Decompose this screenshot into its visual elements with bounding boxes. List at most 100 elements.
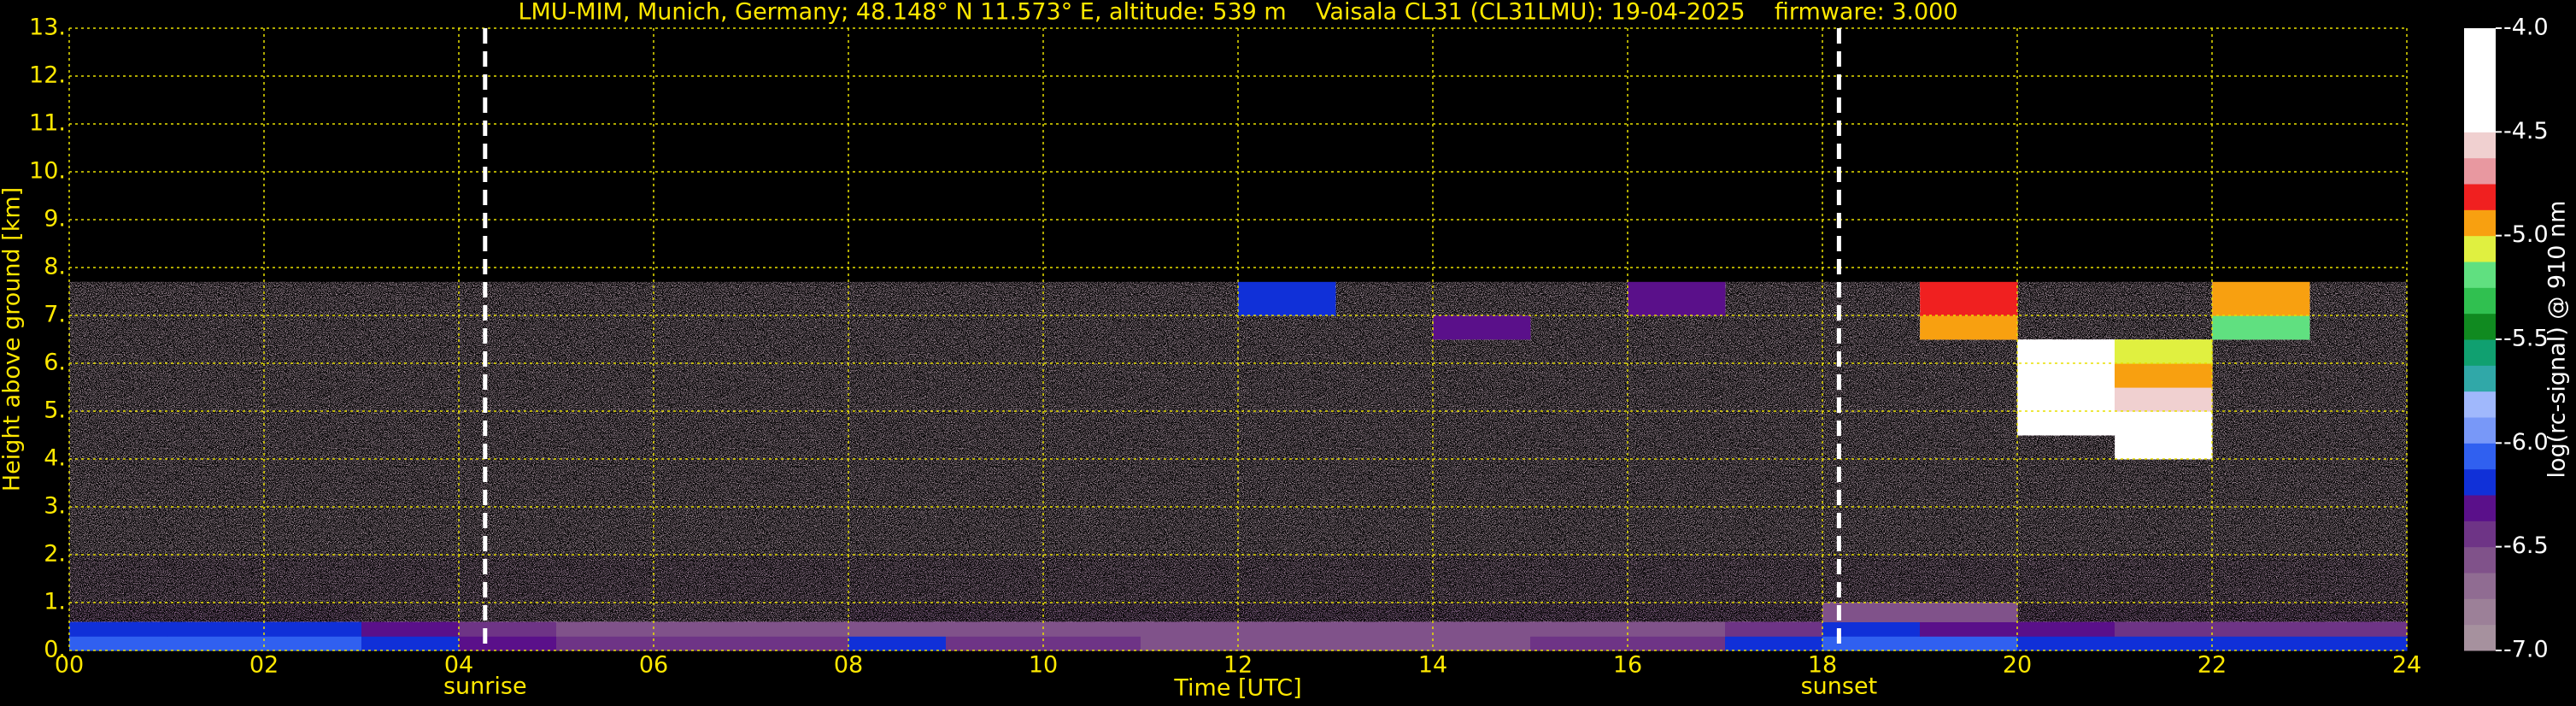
x-axis-label: Time [UTC] [1173,675,1301,702]
heatmap-cell [654,281,752,316]
heatmap-cell [2115,315,2213,340]
heatmap-cell [1238,387,1336,412]
heatmap-cell [2115,555,2213,603]
heatmap-cell [848,435,947,460]
heatmap-cell [2212,339,2310,364]
heatmap-cell [361,636,460,651]
heatmap-cell [1043,459,1141,508]
heatmap-cell [654,555,752,603]
y-tick-label: 0. [44,637,66,663]
heatmap-cell [69,555,167,603]
heatmap-cell [1433,459,1531,508]
heatmap-cell [556,621,654,637]
x-tick-label: 10 [1029,652,1058,679]
heatmap-cell [1238,636,1336,651]
heatmap-cell [2115,411,2213,436]
heatmap-cell [1335,363,1434,388]
heatmap-cell [556,315,654,340]
heatmap-cell [167,507,265,556]
heatmap-cell [1920,281,2018,316]
heatmap-cell [1920,387,2018,412]
heatmap-cell [459,411,557,436]
heatmap-cell [459,435,557,460]
heatmap-cell [1628,621,1726,637]
heatmap-cell [1920,636,2018,651]
heatmap-cell [1628,459,1726,508]
heatmap-cell [1433,315,1531,340]
heatmap-cell [1043,363,1141,388]
heatmap-cell [1628,435,1726,460]
y-tick-label: 9. [44,206,66,232]
heatmap-cell [2212,315,2310,340]
heatmap-cell [167,281,265,316]
heatmap-cell [1725,555,1823,603]
colorbar-segment [2464,417,2496,444]
colorbar-segment [2464,235,2496,262]
heatmap-cell [1725,339,1823,364]
heatmap-cell [1335,315,1434,340]
heatmap-cell [264,281,362,316]
heatmap-cell [946,603,1044,622]
colorbar-segment [2464,339,2496,366]
heatmap-cell [2115,363,2213,388]
heatmap-cell [751,281,849,316]
heatmap-cell [2309,387,2408,412]
colorbar-segment [2464,468,2496,496]
heatmap-cell [751,636,849,651]
marker-label: sunset [1801,674,1878,700]
heatmap-cell [654,621,752,637]
colorbar-segment [2464,391,2496,418]
colorbar-tick-label: -5.0 [2503,221,2549,248]
heatmap-noise [69,281,2408,622]
heatmap-cell [264,603,362,622]
heatmap-cell [2212,363,2310,388]
heatmap-cell [2212,459,2310,508]
heatmap-cell [1141,603,1239,622]
colorbar-tick-label: -5.5 [2503,326,2549,352]
heatmap-cell [751,411,849,436]
heatmap-cell [1530,281,1628,316]
heatmap-cell [459,621,557,637]
heatmap-cell [1335,459,1434,508]
heatmap-cell [459,636,557,651]
heatmap-cell [459,281,557,316]
x-tick-label: 18 [1808,652,1837,679]
heatmap-cell [264,555,362,603]
colorbar-segment [2464,443,2496,470]
heatmap-cell [1725,411,1823,436]
heatmap-cell [1335,603,1434,622]
heatmap-cell [361,363,460,388]
colorbar-tick-label: -4.5 [2503,118,2549,144]
y-tick-label: 2. [44,541,66,568]
heatmap-cell [2017,411,2115,436]
colorbar-tick-label: -6.0 [2503,429,2549,456]
heatmap-cell [2017,387,2115,412]
heatmap-cell [1628,411,1726,436]
heatmap-cell [1043,435,1141,460]
heatmap-cell [1725,281,1823,316]
heatmap-cell [556,435,654,460]
heatmap-cell [1335,339,1434,364]
heatmap-cell [1141,281,1239,316]
heatmap-cell [167,315,265,340]
heatmap-cell [459,339,557,364]
heatmap-cell [2017,315,2115,340]
heatmap-cell [946,387,1044,412]
heatmap-cell [1725,387,1823,412]
heatmap-cell [1725,603,1823,622]
heatmap-cell [1043,555,1141,603]
heatmap-cell [167,387,265,412]
colorbar-tick-label: -4.0 [2503,15,2549,41]
heatmap-cell [2017,339,2115,364]
heatmap-cell [2309,459,2408,508]
heatmap-cell [2212,555,2310,603]
heatmap-cell [361,315,460,340]
heatmap-cell [1530,555,1628,603]
heatmap-cell [1141,387,1239,412]
heatmap-cell [2017,621,2115,637]
heatmap-cell [167,363,265,388]
heatmap-cell [2212,621,2310,637]
x-tick-label: 22 [2198,652,2227,679]
heatmap-cell [69,459,167,508]
heatmap-cell [946,507,1044,556]
